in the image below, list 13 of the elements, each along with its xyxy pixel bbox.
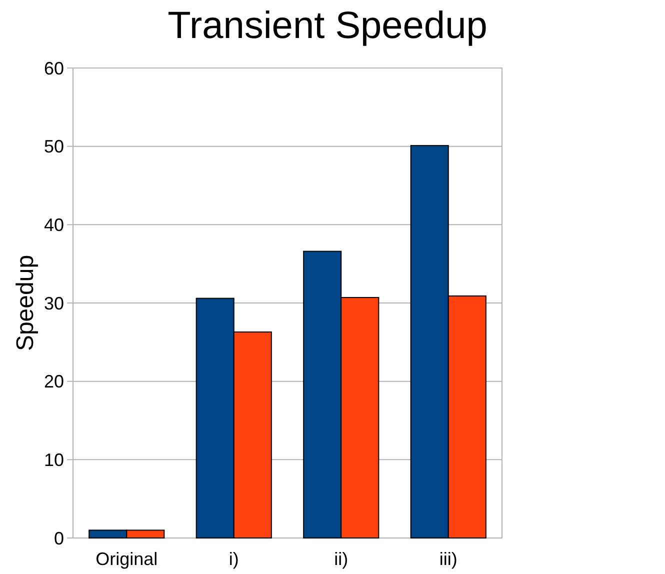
y-tick-label: 10 — [44, 450, 64, 470]
y-tick-label: 60 — [44, 58, 64, 78]
y-tick-label: 30 — [44, 293, 64, 314]
x-tick-label: i) — [228, 549, 239, 569]
y-tick-label: 0 — [54, 528, 64, 548]
y-tick-label: 40 — [44, 214, 64, 235]
y-tick-label: 20 — [44, 372, 64, 392]
y-tick-label: 50 — [44, 136, 64, 157]
x-tick-label: ii) — [334, 549, 348, 569]
chart-title: Transient Speedup — [168, 5, 488, 47]
x-tick-label: Original — [96, 549, 158, 569]
x-tick-label: iii) — [439, 549, 458, 569]
y-axis-title: Speedup — [12, 254, 39, 352]
